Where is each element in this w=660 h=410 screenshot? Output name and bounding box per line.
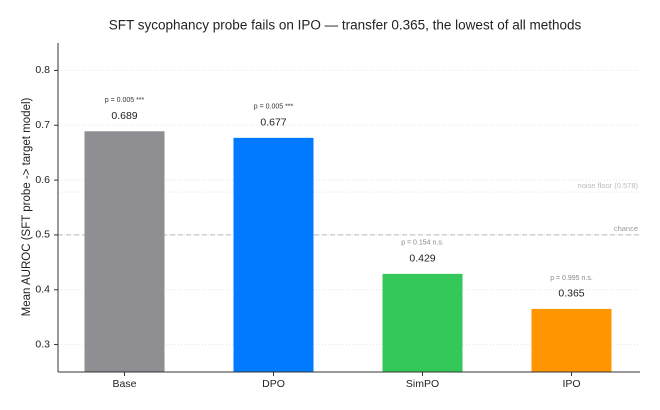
value-label: 0.689 <box>111 110 137 122</box>
x-tick-label: SimPO <box>406 378 439 390</box>
y-tick-label: 0.7 <box>35 119 50 131</box>
y-tick-label: 0.5 <box>35 229 50 241</box>
value-label: 0.677 <box>260 117 286 129</box>
bar <box>233 137 314 372</box>
value-label: 0.429 <box>409 253 435 265</box>
reference-label: chance <box>614 224 638 233</box>
chart-title: SFT sycophancy probe fails on IPO — tran… <box>109 18 582 33</box>
x-tick-label: Base <box>113 378 137 390</box>
p-value-annotation: p = 0.005 *** <box>105 97 145 104</box>
y-tick-label: 0.4 <box>35 284 50 296</box>
y-axis-label: Mean AUROC (SFT probe -> target model) <box>21 97 33 316</box>
y-tick-label: 0.6 <box>35 174 50 186</box>
p-value-annotation: p = 0.995 n.s. <box>550 275 593 282</box>
bar <box>531 308 612 372</box>
bar <box>382 273 463 372</box>
y-tick-label: 0.3 <box>35 338 50 350</box>
y-tick-label: 0.8 <box>35 64 50 76</box>
x-tick-label: DPO <box>262 378 285 390</box>
p-value-annotation: p = 0.154 n.s. <box>401 240 444 247</box>
value-label: 0.365 <box>558 288 584 300</box>
p-value-annotation: p = 0.005 *** <box>254 104 294 111</box>
reference-label: noise floor (0.578) <box>578 181 639 190</box>
x-tick-label: IPO <box>562 378 580 390</box>
bar <box>84 131 165 372</box>
